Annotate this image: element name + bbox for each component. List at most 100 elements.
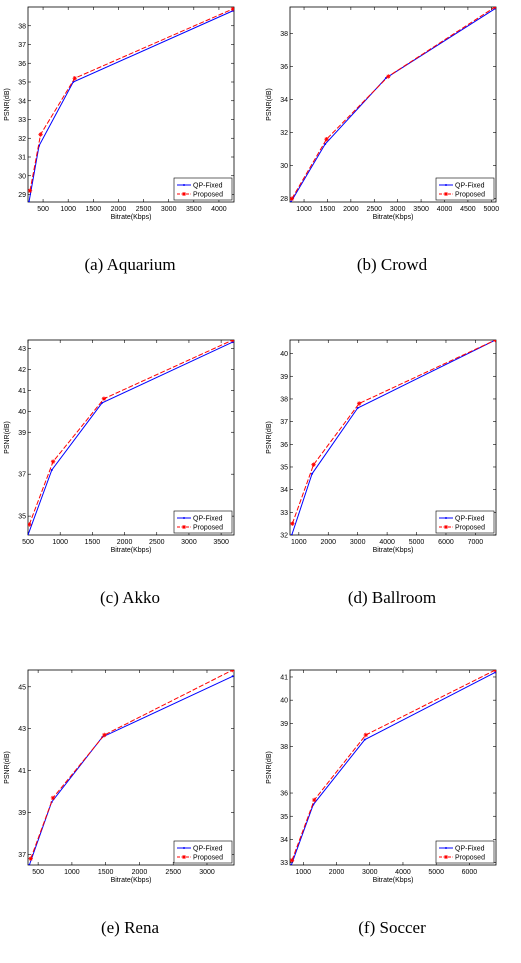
data-point — [364, 739, 366, 741]
x-tick-label: 1000 — [291, 539, 307, 546]
y-axis-label: PSNR(dB) — [266, 421, 273, 454]
y-tick-label: 35 — [18, 514, 26, 521]
data-point — [29, 857, 33, 861]
series-line-qp-fixed — [291, 9, 495, 202]
x-tick-label: 2000 — [111, 206, 127, 213]
y-tick-label: 43 — [18, 726, 26, 733]
y-tick-label: 38 — [280, 396, 288, 403]
data-point — [357, 407, 359, 409]
chart-panel: 1000 2000 3000 4000 5000 6000 7000 32 33 34 35 36 37… — [262, 333, 521, 633]
y-tick-label: 41 — [18, 768, 26, 775]
y-tick-label: 43 — [18, 346, 26, 353]
x-tick-label: 6000 — [438, 539, 454, 546]
y-tick-label: 40 — [280, 698, 288, 705]
x-tick-label: 5000 — [428, 869, 444, 876]
y-tick-label: 36 — [18, 61, 26, 68]
y-tick-label: 37 — [18, 42, 26, 49]
series-group — [290, 338, 497, 536]
y-tick-label: 34 — [280, 837, 288, 844]
series-line-proposed — [292, 7, 495, 199]
data-point — [28, 864, 30, 866]
data-point — [386, 74, 390, 78]
x-tick-label: 7000 — [468, 539, 484, 546]
x-tick-label: 4000 — [437, 206, 453, 213]
data-point — [311, 473, 313, 475]
x-tick-label: 3000 — [161, 206, 177, 213]
chart-panel: 500 1000 1500 2000 2500 3000 37 39 41 43 45 Bitrate… — [0, 663, 260, 963]
legend-marker — [444, 855, 448, 859]
y-axis-label: PSNR(dB) — [266, 751, 273, 784]
data-point — [232, 675, 234, 677]
chart-svg: 500 1000 1500 2000 2500 3000 3500 35 37 39 40 41 42 4… — [0, 333, 260, 573]
y-tick-label: 32 — [280, 533, 288, 540]
x-tick-label: 1500 — [86, 206, 102, 213]
x-tick-label: 2000 — [320, 539, 336, 546]
series-line-qp-fixed — [28, 342, 233, 535]
data-point — [311, 463, 315, 467]
legend-marker — [445, 847, 447, 849]
y-tick-label: 37 — [18, 472, 26, 479]
legend-marker — [183, 847, 185, 849]
x-axis-label: Bitrate(Kbps) — [111, 214, 152, 221]
legend-marker — [183, 517, 185, 519]
x-axis-label: Bitrate(Kbps) — [111, 877, 152, 884]
data-point — [290, 858, 294, 862]
series-line-proposed — [292, 340, 495, 524]
x-tick-label: 5000 — [484, 206, 500, 213]
axes-frame — [28, 670, 234, 865]
y-tick-label: 30 — [18, 173, 26, 180]
y-tick-label: 29 — [18, 192, 26, 199]
x-tick-label: 1000 — [52, 539, 68, 546]
axes-frame — [290, 670, 496, 865]
series-group — [290, 5, 498, 203]
y-tick-label: 34 — [280, 487, 288, 494]
data-point — [51, 796, 55, 800]
x-tick-label: 2000 — [117, 539, 133, 546]
legend-label: QP-Fixed — [193, 516, 223, 523]
data-point — [290, 201, 292, 203]
y-tick-label: 38 — [18, 23, 26, 30]
x-tick-label: 2000 — [132, 869, 148, 876]
x-tick-label: 1000 — [60, 206, 76, 213]
series-line-proposed — [30, 9, 233, 191]
y-tick-label: 31 — [18, 155, 26, 162]
chart-panel: 1000 2000 3000 4000 5000 6000 33 34 35 36 38 39 40 41… — [262, 663, 521, 963]
data-point — [493, 338, 497, 342]
y-axis-label: PSNR(dB) — [4, 88, 11, 121]
series-line-proposed — [31, 670, 233, 859]
x-tick-label: 1000 — [296, 869, 312, 876]
series-line-proposed — [292, 670, 495, 860]
y-tick-label: 32 — [280, 130, 288, 137]
x-tick-label: 2500 — [136, 206, 152, 213]
y-tick-label: 28 — [280, 196, 288, 203]
chart-svg: 1000 2000 3000 4000 5000 60003334353638394041… — [262, 663, 521, 903]
y-tick-label: 40 — [280, 351, 288, 358]
legend-label: Proposed — [193, 855, 223, 862]
y-axis-label: PSNR(dB) — [266, 88, 273, 121]
series-group — [28, 7, 235, 203]
y-tick-label: 38 — [280, 744, 288, 751]
x-tick-label: 500 — [32, 869, 44, 876]
series-line-qp-fixed — [29, 11, 233, 202]
data-point — [493, 5, 497, 9]
x-tick-label: 3000 — [199, 869, 215, 876]
legend-label: QP-Fixed — [455, 516, 485, 523]
chart-svg: 500 1000 1500 2000 2500 3000 3500 4000 29 30 31 32 3… — [0, 0, 260, 240]
legend: QP-Fixed Proposed — [436, 841, 494, 863]
x-tick-label: 5000 — [409, 539, 425, 546]
data-point — [493, 668, 497, 672]
figure-caption: (c) Akko — [0, 588, 260, 608]
legend-marker — [445, 184, 447, 186]
data-point — [290, 196, 294, 200]
y-tick-label: 36 — [280, 64, 288, 71]
series-line-proposed — [29, 340, 232, 525]
figure-caption: (e) Rena — [0, 918, 260, 938]
series-line-qp-fixed — [29, 676, 232, 865]
x-tick-label: 500 — [22, 539, 34, 546]
y-tick-label: 40 — [18, 409, 26, 416]
x-tick-label: 1000 — [64, 869, 80, 876]
data-point — [28, 189, 32, 193]
data-point — [102, 733, 106, 737]
data-point — [38, 132, 42, 136]
y-tick-label: 45 — [18, 684, 26, 691]
